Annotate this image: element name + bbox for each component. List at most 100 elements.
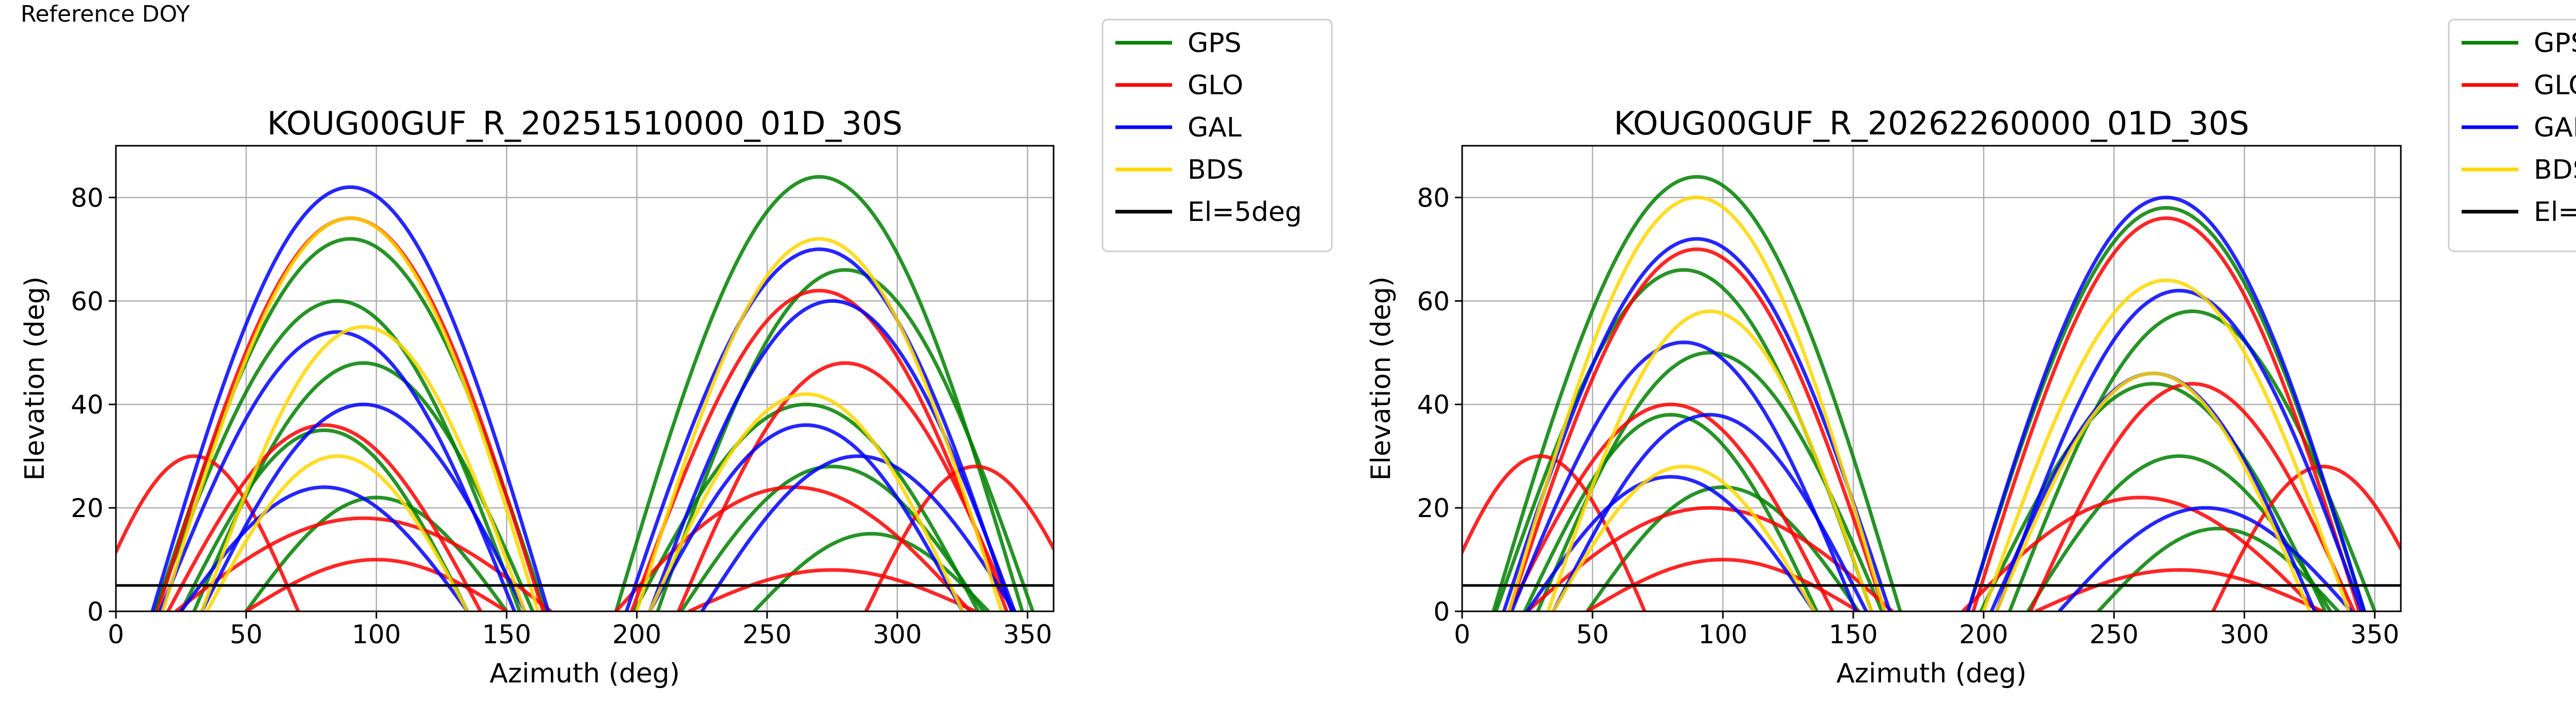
- satellite-track: [680, 465, 985, 611]
- x-tick-label: 0: [1454, 620, 1470, 649]
- chart-title: KOUG00GUF_R_20251510000_01D_30S: [267, 105, 902, 142]
- x-tick-label: 50: [1576, 620, 1609, 649]
- y-tick-label: 80: [71, 183, 104, 213]
- chart-panel-right: 0 50 100 150 200 250 300 350 0 20 40 60 80 KOUG00GUF_…: [1366, 19, 2576, 689]
- legend-label: GLO: [1188, 70, 1243, 101]
- satellite-track: [2211, 465, 2401, 611]
- satellite-track: [1492, 175, 1902, 611]
- y-tick-label: 0: [1433, 597, 1450, 627]
- satellite-track: [1995, 288, 2364, 611]
- satellite-track: [648, 392, 964, 611]
- satellite-track: [244, 495, 509, 611]
- y-axis-label: Elevation (deg): [20, 277, 50, 481]
- satellite-track: [1526, 475, 1816, 611]
- legend-label: El=5deg: [2534, 197, 2576, 228]
- x-tick-label: 150: [482, 620, 531, 649]
- satellite-track: [648, 423, 964, 611]
- satellite-track: [1995, 371, 2312, 611]
- plot-area: [116, 175, 1054, 611]
- satellite-track: [161, 216, 540, 611]
- satellite-track: [1586, 485, 1860, 611]
- satellite-track: [624, 247, 1014, 611]
- satellite-track: [205, 454, 469, 611]
- y-tick-label: 60: [71, 286, 104, 316]
- satellite-track: [175, 516, 552, 611]
- satellite-track: [1507, 247, 1887, 611]
- legend: GPS GLO GAL BDS El=5deg: [2448, 19, 2576, 252]
- y-tick-label: 40: [71, 390, 104, 420]
- series-gps: [1492, 175, 2377, 611]
- satellite-track: [1551, 413, 1868, 611]
- figure-label: Reference DOY: [21, 1, 190, 27]
- satellite-track: [648, 299, 1016, 611]
- legend-box: [1101, 19, 1333, 252]
- legend-label: GPS: [2534, 28, 2576, 59]
- satellite-track: [688, 568, 976, 611]
- y-axis-label: Elevation (deg): [1366, 277, 1397, 481]
- chart-title: KOUG00GUF_R_20262260000_01D_30S: [1614, 105, 2249, 142]
- legend-label: BDS: [2534, 155, 2576, 185]
- satellite-track: [1507, 402, 1834, 611]
- satellite-track: [1546, 309, 1873, 611]
- satellite-track: [676, 361, 1014, 611]
- axes-frame: [115, 145, 1055, 612]
- axes-frame: [1461, 145, 2402, 612]
- satellite-track: [864, 465, 1054, 611]
- satellite-track: [1462, 454, 1647, 611]
- x-tick-label: 150: [1828, 620, 1877, 649]
- satellite-track: [1502, 237, 1892, 611]
- satellite-track: [630, 288, 1009, 611]
- x-tick-label: 300: [2220, 620, 2269, 649]
- x-tick-label: 300: [873, 620, 922, 649]
- satellite-track: [614, 175, 1024, 611]
- legend-label: GAL: [1188, 112, 1242, 143]
- x-tick-label: 350: [1003, 620, 1052, 649]
- y-tick-label: 80: [1417, 183, 1450, 213]
- series-bds: [161, 216, 1004, 611]
- x-tick-label: 100: [1698, 620, 1747, 649]
- satellite-track: [1523, 413, 1819, 611]
- x-tick-label: 0: [108, 620, 124, 649]
- legend-label: GAL: [2534, 112, 2576, 143]
- legend-label: GPS: [1188, 28, 1242, 59]
- series-gal: [150, 185, 1016, 611]
- satellite-track: [150, 185, 550, 611]
- y-tick-label: 20: [1417, 493, 1450, 523]
- satellite-track: [1966, 195, 2366, 611]
- satellite-track: [2029, 382, 2356, 611]
- y-tick-label: 60: [1417, 286, 1450, 316]
- satellite-track: [1510, 340, 1858, 611]
- series-gal: [1502, 195, 2366, 611]
- satellite-track: [2058, 506, 2353, 611]
- satellite-track: [200, 325, 527, 611]
- satellite-track: [1507, 195, 1887, 611]
- chart-panel-left: 0 50 100 150 200 250 300 350 0 20 40 60 80 KOUG00GUF_…: [20, 19, 1333, 689]
- satellite-track: [1981, 278, 2351, 611]
- satellite-track: [2035, 568, 2324, 611]
- legend-label: BDS: [1188, 155, 1244, 185]
- y-tick-label: 40: [1417, 390, 1450, 420]
- legend-label: GLO: [2534, 70, 2576, 101]
- satellite-track: [635, 237, 1004, 611]
- series-glo: [1462, 216, 2401, 611]
- satellite-track: [158, 330, 516, 611]
- satellite-track: [2026, 454, 2332, 611]
- x-tick-label: 100: [352, 620, 401, 649]
- x-tick-label: 50: [230, 620, 263, 649]
- satellite-track: [179, 485, 469, 611]
- x-tick-label: 250: [2090, 620, 2139, 649]
- legend: GPS GLO GAL BDS El=5deg: [1101, 19, 1333, 252]
- satellite-track: [116, 454, 300, 611]
- x-tick-label: 200: [612, 620, 661, 649]
- legend-box: [2448, 19, 2576, 252]
- satellite-track: [179, 428, 469, 611]
- satellite-track: [200, 402, 527, 611]
- satellite-track: [1526, 506, 1894, 611]
- y-tick-label: 20: [71, 493, 104, 523]
- satellite-track: [656, 268, 1035, 611]
- satellite-track: [1552, 465, 1816, 611]
- satellite-track: [700, 454, 1016, 611]
- satellite-track: [1971, 216, 2361, 611]
- y-tick-label: 0: [87, 597, 104, 627]
